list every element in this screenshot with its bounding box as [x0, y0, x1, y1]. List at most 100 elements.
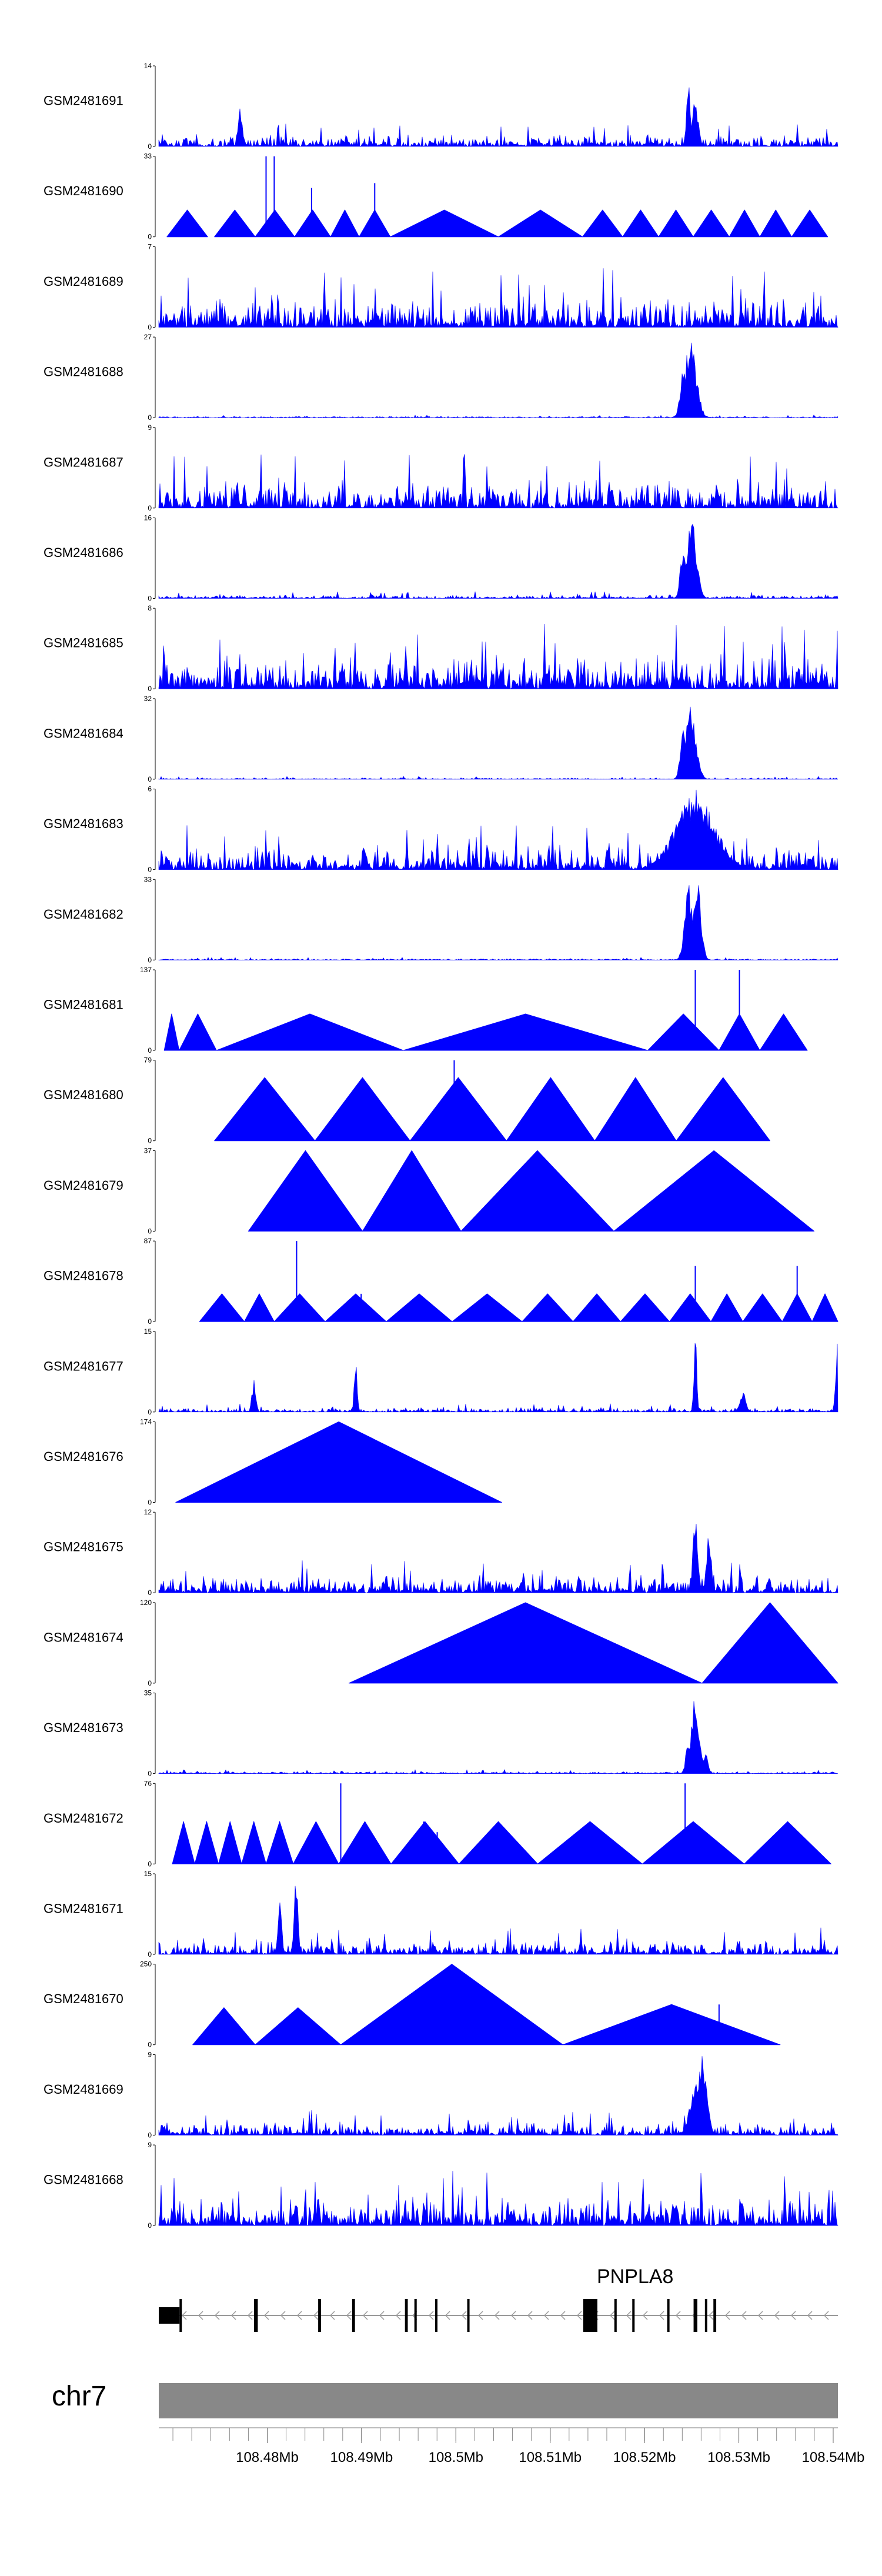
- coverage-track: GSM2481683 6 0: [44, 785, 838, 874]
- coverage-segment: [594, 1077, 677, 1142]
- y-tick-label: 0: [148, 1770, 152, 1778]
- coverage-segment: [669, 1293, 711, 1322]
- y-tick-label: 37: [144, 1146, 152, 1154]
- gene-exon: [632, 2299, 635, 2332]
- coverage-segment: [729, 209, 760, 238]
- strand-arrow: [313, 2311, 319, 2320]
- coverage-segment: [179, 1013, 217, 1051]
- y-tick-label: 0: [148, 2221, 152, 2230]
- coverage-segment: [759, 209, 792, 238]
- track-label: GSM2481678: [44, 1269, 123, 1283]
- strand-arrow: [626, 2311, 632, 2320]
- y-tick-label: 14: [144, 62, 152, 70]
- y-tick-label: 8: [148, 604, 152, 612]
- coverage-segment: [622, 209, 659, 238]
- strand-arrow: [527, 2311, 533, 2320]
- coverage-segment: [214, 1077, 316, 1142]
- y-tick-label: 87: [144, 1237, 152, 1245]
- chromosome-label: chr7: [52, 2381, 106, 2412]
- coverage-track: GSM2481684 32 0: [44, 695, 838, 783]
- coverage-track: GSM2481678 87 0: [44, 1237, 838, 1326]
- y-tick-label: 0: [148, 685, 152, 693]
- strand-arrow: [198, 2311, 203, 2320]
- track-label: GSM2481681: [44, 997, 123, 1012]
- y-tick-label: 9: [148, 423, 152, 432]
- gene-exon: [435, 2299, 438, 2332]
- coverage-segment: [506, 1077, 596, 1142]
- coverage-track: GSM2481672 76 0: [44, 1779, 831, 1868]
- coverage-segment: [742, 1293, 783, 1322]
- gene-exon: [414, 2299, 417, 2332]
- strand-arrow: [395, 2311, 401, 2320]
- track-label: GSM2481671: [44, 1901, 123, 1916]
- y-tick-label: 0: [148, 2041, 152, 2049]
- y-tick-label: 35: [144, 1689, 152, 1697]
- y-tick-label: 0: [148, 1860, 152, 1868]
- coverage-segment: [315, 1077, 410, 1142]
- coverage-segment: [498, 209, 583, 238]
- strand-arrow: [230, 2311, 236, 2320]
- y-tick-label: 0: [148, 1950, 152, 1958]
- y-tick-label: 120: [140, 1599, 152, 1607]
- y-tick-label: 79: [144, 1056, 152, 1065]
- gene-exon: [159, 2307, 180, 2324]
- coverage-area: [158, 2170, 838, 2227]
- x-tick-label: 108.5Mb: [429, 2450, 483, 2465]
- y-tick-label: 0: [148, 1499, 152, 1507]
- coverage-segment: [390, 209, 499, 238]
- coverage-track: GSM2481676 174 0: [44, 1418, 502, 1507]
- coverage-segment: [265, 1821, 294, 1864]
- strand-arrow: [477, 2311, 483, 2320]
- x-tick-label: 108.51Mb: [519, 2450, 582, 2465]
- strand-arrow: [560, 2311, 566, 2320]
- x-tick-label: 108.52Mb: [613, 2450, 676, 2465]
- coverage-segment: [340, 1964, 563, 2046]
- y-tick-label: 0: [148, 1408, 152, 1416]
- y-tick-label: 0: [148, 775, 152, 783]
- coverage-track: GSM2481674 120 0: [44, 1599, 838, 1687]
- strand-arrow: [461, 2311, 467, 2320]
- coverage-segment: [710, 1293, 743, 1322]
- coverage-area: [158, 342, 838, 418]
- coverage-segment: [386, 1293, 453, 1322]
- strand-arrow: [362, 2311, 368, 2320]
- coverage-area: [158, 885, 838, 960]
- coverage-segment: [791, 209, 828, 238]
- strand-arrow: [659, 2311, 664, 2320]
- coverage-segment: [163, 1013, 180, 1051]
- gene-exon: [583, 2299, 597, 2332]
- y-tick-label: 0: [148, 1227, 152, 1235]
- coverage-track: GSM2481687 9 0: [44, 423, 838, 512]
- coverage-segment: [676, 1077, 770, 1142]
- coverage-segment: [642, 1821, 745, 1864]
- track-label: GSM2481682: [44, 907, 123, 922]
- coverage-segment: [330, 209, 360, 238]
- coverage-segment: [214, 209, 256, 238]
- x-tick-label: 108.49Mb: [330, 2450, 393, 2465]
- y-tick-label: 15: [144, 1870, 152, 1878]
- strand-arrow: [675, 2311, 681, 2320]
- coverage-segment: [811, 1293, 838, 1322]
- gene-model-track: PNPLA8: [159, 2265, 838, 2332]
- coverage-segment: [294, 209, 331, 238]
- gene-exon: [254, 2299, 258, 2332]
- coverage-segment: [255, 209, 295, 238]
- strand-arrow: [576, 2311, 582, 2320]
- track-label: GSM2481680: [44, 1087, 123, 1102]
- coverage-area: [158, 523, 838, 599]
- strand-arrow: [807, 2311, 813, 2320]
- track-label: GSM2481676: [44, 1449, 123, 1464]
- track-label: GSM2481687: [44, 455, 123, 469]
- y-tick-label: 0: [148, 323, 152, 331]
- coverage-track: GSM2481668 9 0: [44, 2141, 838, 2230]
- coverage-track: GSM2481669 9 0: [44, 2050, 838, 2139]
- coverage-segment: [293, 1821, 339, 1864]
- y-tick-label: 0: [148, 1589, 152, 1597]
- track-label: GSM2481672: [44, 1811, 123, 1826]
- track-label: GSM2481691: [44, 94, 123, 108]
- y-tick-label: 0: [148, 1317, 152, 1326]
- gene-exon: [704, 2299, 707, 2332]
- y-tick-label: 137: [140, 966, 152, 974]
- track-label: GSM2481668: [44, 2173, 123, 2187]
- coverage-area: [158, 454, 838, 509]
